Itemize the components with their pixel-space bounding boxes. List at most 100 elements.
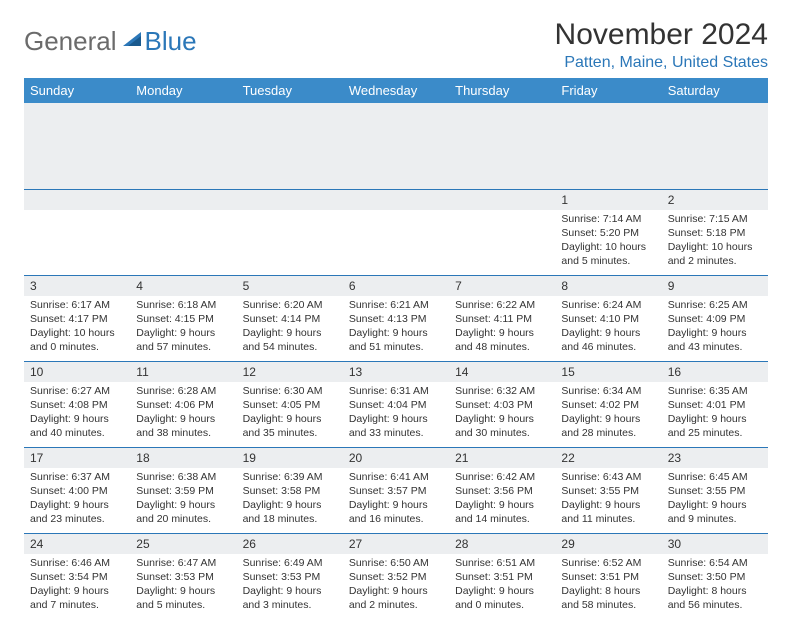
day-details: Sunrise: 6:51 AMSunset: 3:51 PMDaylight:… (449, 554, 555, 617)
day-number: 18 (130, 448, 236, 468)
daylight-text: Daylight: 10 hours (30, 326, 124, 340)
daylight-text: Daylight: 9 hours (243, 412, 337, 426)
empty-day (130, 190, 236, 210)
daylight-text: and 58 minutes. (561, 598, 655, 612)
sunrise-text: Sunrise: 6:17 AM (30, 298, 124, 312)
sunrise-text: Sunrise: 6:42 AM (455, 470, 549, 484)
day-number: 30 (662, 534, 768, 554)
calendar-cell: 8Sunrise: 6:24 AMSunset: 4:10 PMDaylight… (555, 275, 661, 361)
sunset-text: Sunset: 3:58 PM (243, 484, 337, 498)
day-details: Sunrise: 6:39 AMSunset: 3:58 PMDaylight:… (237, 468, 343, 531)
day-number: 26 (237, 534, 343, 554)
day-number: 11 (130, 362, 236, 382)
day-number: 29 (555, 534, 661, 554)
day-details: Sunrise: 6:37 AMSunset: 4:00 PMDaylight:… (24, 468, 130, 531)
sunrise-text: Sunrise: 6:52 AM (561, 556, 655, 570)
daylight-text: and 7 minutes. (30, 598, 124, 612)
sunrise-text: Sunrise: 6:54 AM (668, 556, 762, 570)
sunset-text: Sunset: 5:20 PM (561, 226, 655, 240)
daylight-text: and 57 minutes. (136, 340, 230, 354)
calendar-cell: 26Sunrise: 6:49 AMSunset: 3:53 PMDayligh… (237, 533, 343, 619)
weekday-header: Tuesday (237, 78, 343, 103)
daylight-text: Daylight: 9 hours (668, 326, 762, 340)
daylight-text: Daylight: 10 hours (668, 240, 762, 254)
weekday-header: Friday (555, 78, 661, 103)
calendar-cell: 28Sunrise: 6:51 AMSunset: 3:51 PMDayligh… (449, 533, 555, 619)
sunset-text: Sunset: 3:55 PM (668, 484, 762, 498)
daylight-text: Daylight: 9 hours (561, 326, 655, 340)
calendar-cell: 24Sunrise: 6:46 AMSunset: 3:54 PMDayligh… (24, 533, 130, 619)
sunset-text: Sunset: 3:54 PM (30, 570, 124, 584)
logo-triangle-icon (121, 28, 143, 55)
day-number: 4 (130, 276, 236, 296)
daylight-text: Daylight: 9 hours (243, 326, 337, 340)
daylight-text: and 35 minutes. (243, 426, 337, 440)
day-details: Sunrise: 6:32 AMSunset: 4:03 PMDaylight:… (449, 382, 555, 445)
daylight-text: Daylight: 9 hours (349, 584, 443, 598)
sunset-text: Sunset: 4:04 PM (349, 398, 443, 412)
day-details: Sunrise: 6:24 AMSunset: 4:10 PMDaylight:… (555, 296, 661, 359)
sunrise-text: Sunrise: 6:31 AM (349, 384, 443, 398)
empty-day (24, 190, 130, 210)
day-number: 27 (343, 534, 449, 554)
sunrise-text: Sunrise: 6:50 AM (349, 556, 443, 570)
sunset-text: Sunset: 4:14 PM (243, 312, 337, 326)
daylight-text: and 3 minutes. (243, 598, 337, 612)
calendar-cell: 17Sunrise: 6:37 AMSunset: 4:00 PMDayligh… (24, 447, 130, 533)
day-details: Sunrise: 6:30 AMSunset: 4:05 PMDaylight:… (237, 382, 343, 445)
calendar-cell: 11Sunrise: 6:28 AMSunset: 4:06 PMDayligh… (130, 361, 236, 447)
sunset-text: Sunset: 4:13 PM (349, 312, 443, 326)
daylight-text: Daylight: 9 hours (561, 412, 655, 426)
daylight-text: Daylight: 9 hours (455, 498, 549, 512)
day-details: Sunrise: 6:38 AMSunset: 3:59 PMDaylight:… (130, 468, 236, 531)
logo: General Blue (24, 18, 197, 57)
day-number: 10 (24, 362, 130, 382)
weekday-header: Thursday (449, 78, 555, 103)
daylight-text: and 5 minutes. (136, 598, 230, 612)
daylight-text: and 11 minutes. (561, 512, 655, 526)
sunrise-text: Sunrise: 6:21 AM (349, 298, 443, 312)
daylight-text: Daylight: 9 hours (136, 584, 230, 598)
daylight-text: and 46 minutes. (561, 340, 655, 354)
sunrise-text: Sunrise: 6:46 AM (30, 556, 124, 570)
calendar-cell: 3Sunrise: 6:17 AMSunset: 4:17 PMDaylight… (24, 275, 130, 361)
daylight-text: and 16 minutes. (349, 512, 443, 526)
calendar-cell: 18Sunrise: 6:38 AMSunset: 3:59 PMDayligh… (130, 447, 236, 533)
day-number: 12 (237, 362, 343, 382)
daylight-text: and 2 minutes. (668, 254, 762, 268)
month-title: November 2024 (555, 18, 768, 52)
sunset-text: Sunset: 4:05 PM (243, 398, 337, 412)
calendar-row: 10Sunrise: 6:27 AMSunset: 4:08 PMDayligh… (24, 361, 768, 447)
calendar-cell: 16Sunrise: 6:35 AMSunset: 4:01 PMDayligh… (662, 361, 768, 447)
sunrise-text: Sunrise: 6:34 AM (561, 384, 655, 398)
sunrise-text: Sunrise: 6:25 AM (668, 298, 762, 312)
calendar-cell: 15Sunrise: 6:34 AMSunset: 4:02 PMDayligh… (555, 361, 661, 447)
day-details: Sunrise: 6:46 AMSunset: 3:54 PMDaylight:… (24, 554, 130, 617)
daylight-text: Daylight: 10 hours (561, 240, 655, 254)
sunrise-text: Sunrise: 6:30 AM (243, 384, 337, 398)
sunrise-text: Sunrise: 6:45 AM (668, 470, 762, 484)
daylight-text: and 23 minutes. (30, 512, 124, 526)
day-number: 2 (662, 190, 768, 210)
sunset-text: Sunset: 3:51 PM (455, 570, 549, 584)
calendar-cell: 23Sunrise: 6:45 AMSunset: 3:55 PMDayligh… (662, 447, 768, 533)
day-details: Sunrise: 6:54 AMSunset: 3:50 PMDaylight:… (662, 554, 768, 617)
calendar-cell: 9Sunrise: 6:25 AMSunset: 4:09 PMDaylight… (662, 275, 768, 361)
day-number: 6 (343, 276, 449, 296)
day-details: Sunrise: 6:35 AMSunset: 4:01 PMDaylight:… (662, 382, 768, 445)
daylight-text: and 9 minutes. (668, 512, 762, 526)
calendar-cell: 22Sunrise: 6:43 AMSunset: 3:55 PMDayligh… (555, 447, 661, 533)
sunrise-text: Sunrise: 6:37 AM (30, 470, 124, 484)
daylight-text: and 30 minutes. (455, 426, 549, 440)
day-number: 15 (555, 362, 661, 382)
calendar-cell: 7Sunrise: 6:22 AMSunset: 4:11 PMDaylight… (449, 275, 555, 361)
daylight-text: Daylight: 9 hours (561, 498, 655, 512)
sunset-text: Sunset: 4:08 PM (30, 398, 124, 412)
daylight-text: and 40 minutes. (30, 426, 124, 440)
daylight-text: and 18 minutes. (243, 512, 337, 526)
day-number: 9 (662, 276, 768, 296)
sunset-text: Sunset: 4:10 PM (561, 312, 655, 326)
day-details: Sunrise: 6:18 AMSunset: 4:15 PMDaylight:… (130, 296, 236, 359)
sunrise-text: Sunrise: 6:49 AM (243, 556, 337, 570)
day-details: Sunrise: 6:43 AMSunset: 3:55 PMDaylight:… (555, 468, 661, 531)
